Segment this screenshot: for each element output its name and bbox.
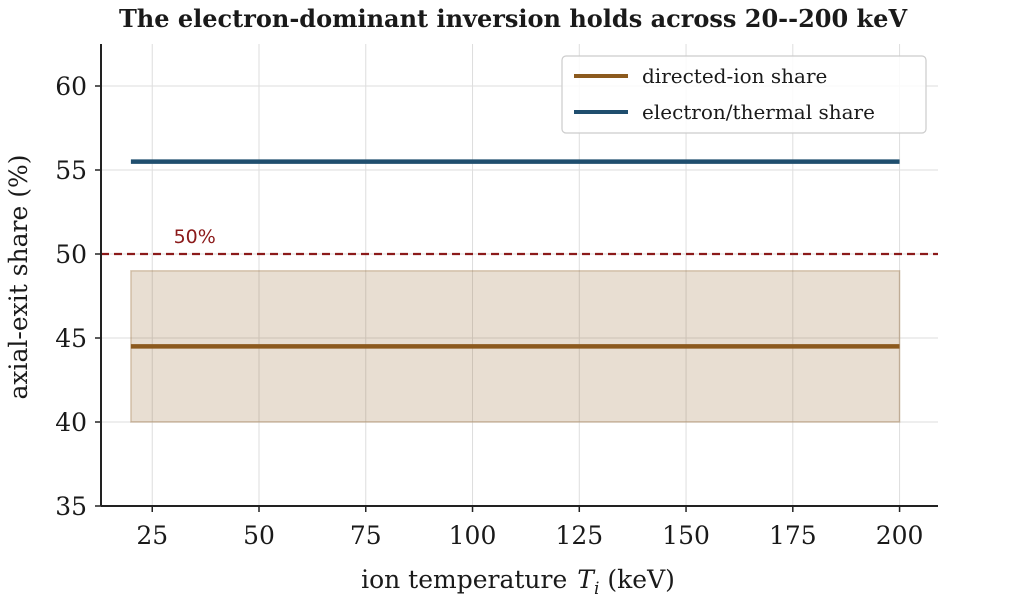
x-axis-unit: (keV) — [607, 565, 675, 594]
chart-title: The electron-dominant inversion holds ac… — [119, 4, 908, 33]
y-axis-label: axial-exit share (%) — [4, 154, 33, 399]
x-tick-label: 200 — [876, 521, 924, 550]
y-ticks: 35 40 45 50 55 60 — [55, 72, 101, 521]
x-tick-label: 150 — [662, 521, 710, 550]
x-tick-label: 175 — [769, 521, 817, 550]
legend-label-directed-ion: directed-ion share — [642, 64, 827, 88]
x-ticks: 25 50 75 100 125 150 175 200 — [136, 506, 923, 550]
y-tick-label: 45 — [55, 324, 87, 353]
x-tick-label: 125 — [555, 521, 603, 550]
legend-frame — [561, 55, 927, 134]
x-tick-label: 100 — [449, 521, 497, 550]
y-tick-label: 60 — [55, 72, 87, 101]
x-axis-label-text: ion temperature — [361, 565, 567, 594]
y-tick-label: 35 — [55, 492, 87, 521]
reference-line-label: 50% — [174, 226, 216, 248]
y-tick-label: 50 — [55, 240, 87, 269]
legend: directed-ion share electron/thermal shar… — [561, 55, 927, 134]
x-tick-label: 50 — [243, 521, 275, 550]
x-axis-subscript: i — [594, 579, 599, 599]
x-tick-label: 75 — [350, 521, 382, 550]
x-axis-symbol: T — [577, 565, 596, 594]
x-axis-label: ion temperature Ti (keV) — [361, 565, 675, 599]
series-lines — [130, 159, 900, 349]
axes — [100, 44, 938, 507]
y-tick-label: 55 — [55, 156, 87, 185]
x-tick-label: 25 — [136, 521, 168, 550]
legend-label-electron-thermal: electron/thermal share — [642, 100, 875, 124]
y-tick-label: 40 — [55, 408, 87, 437]
